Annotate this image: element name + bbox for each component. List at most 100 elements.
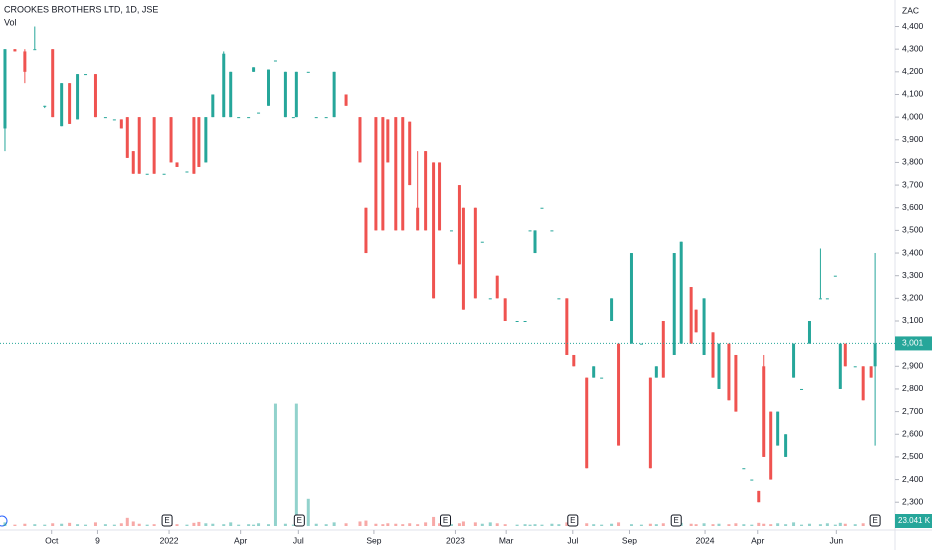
volume-bar: [145, 524, 149, 526]
candle-body: [211, 94, 215, 118]
volume-bar: [629, 524, 633, 526]
candle-body: [617, 343, 621, 446]
volume-bar: [381, 524, 385, 526]
volume-bar: [125, 517, 129, 526]
y-tick-label: 3,200: [902, 293, 924, 303]
candle-body: [438, 162, 442, 231]
volume-bar: [648, 523, 652, 526]
candle-body: [648, 377, 652, 469]
y-tick-label: 3,600: [902, 202, 924, 212]
volume-bar: [639, 524, 643, 526]
y-tick-label: 4,200: [902, 66, 924, 76]
volume-bar: [689, 523, 693, 526]
y-tick-label: 3,900: [902, 134, 924, 144]
candle-body: [861, 366, 865, 401]
x-tick-label: Mar: [499, 535, 514, 545]
volume-bar: [750, 524, 754, 526]
volume-bar: [314, 523, 318, 526]
candle-body: [416, 207, 420, 231]
volume-bar: [711, 524, 715, 526]
volume-bar: [175, 524, 179, 526]
volume-bar: [480, 523, 484, 526]
volume-bar: [23, 523, 27, 526]
candle-body: [3, 49, 7, 129]
candle-body: [818, 298, 822, 300]
candle-body: [572, 354, 576, 367]
volume-tag: [895, 514, 932, 528]
volume-bar: [449, 524, 453, 526]
candle-body: [76, 74, 80, 120]
candle-body: [873, 343, 877, 367]
event-marker: [293, 514, 305, 527]
currency: ZAC: [902, 5, 919, 15]
candle-body: [332, 71, 336, 118]
y-tick-label: 4,000: [902, 111, 924, 121]
event-marker: [869, 514, 881, 527]
candle-body: [103, 117, 107, 119]
candle-body: [461, 207, 465, 310]
candle-body: [145, 173, 149, 175]
candle-body: [204, 117, 208, 163]
candle-body: [13, 49, 17, 52]
candle-body: [689, 287, 693, 344]
last-price-label: 3,001: [902, 338, 924, 348]
volume-bar: [457, 523, 461, 526]
volume-bar: [222, 524, 226, 526]
y-tick-label: 2,600: [902, 429, 924, 439]
volume-label: 23.041 K: [898, 516, 931, 525]
candle-body: [600, 377, 604, 379]
volume-bar: [727, 524, 731, 526]
candle-body: [533, 230, 537, 254]
candle-body: [762, 366, 766, 457]
volume-bar: [757, 522, 761, 526]
candle-body: [540, 207, 544, 209]
event-marker: [567, 514, 579, 527]
volume-bar: [332, 522, 336, 526]
volume-bar: [565, 522, 569, 526]
x-tick-label: Jun: [829, 535, 843, 545]
volume-bar: [818, 524, 822, 526]
candle-body: [432, 162, 436, 299]
candle-body: [717, 343, 721, 389]
candle-body: [473, 207, 477, 299]
event-label: E: [164, 516, 169, 525]
candle-body: [93, 74, 97, 118]
candle-body: [358, 117, 362, 163]
y-tick-label: 3,400: [902, 247, 924, 257]
volume-bar: [283, 523, 287, 526]
x-tick-label: 9: [95, 535, 100, 545]
volume-bar: [247, 524, 251, 526]
volume-bar: [843, 523, 847, 526]
candle-body: [192, 117, 196, 174]
candle-body: [792, 343, 796, 378]
y-tick-label: 4,300: [902, 43, 924, 53]
volume-bar: [550, 523, 554, 526]
candle-body: [711, 332, 715, 378]
candle-body: [610, 298, 614, 321]
candle-body: [424, 151, 428, 231]
logo-icon[interactable]: [0, 515, 8, 527]
candle-body: [137, 117, 141, 174]
volume-bar: [461, 521, 465, 526]
candle-body: [800, 388, 804, 390]
candle-body: [283, 71, 287, 118]
volume-bar: [112, 524, 116, 526]
candle-body: [112, 119, 116, 121]
event-marker: [161, 514, 173, 527]
volume-bar: [137, 523, 141, 526]
volume-bar: [717, 523, 721, 526]
candle-body: [784, 434, 788, 457]
candle-body: [629, 253, 633, 344]
event-label: E: [570, 516, 575, 525]
volume-bar: [306, 498, 310, 526]
volume-bar: [742, 524, 746, 526]
candle-body: [833, 275, 837, 277]
x-tick-label: Apr: [751, 535, 764, 545]
candle-body: [324, 117, 328, 119]
candle-body: [23, 51, 27, 72]
volume-bar: [833, 524, 837, 526]
candle-body: [769, 411, 773, 480]
volume-bar: [60, 523, 64, 526]
candle-body: [273, 60, 277, 62]
volume-bar: [43, 524, 47, 526]
